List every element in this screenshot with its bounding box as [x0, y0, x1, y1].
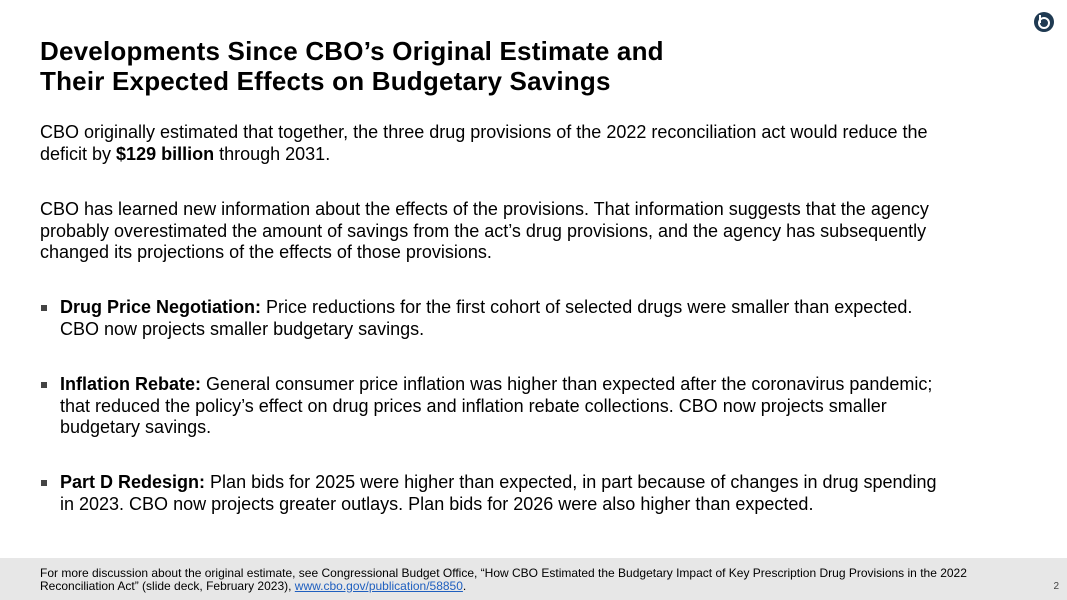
footnote: For more discussion about the original e… [40, 567, 1000, 592]
footer: For more discussion about the original e… [0, 558, 1067, 600]
emphasis: $129 billion [116, 143, 215, 164]
bullet: Part D Redesign: Plan bids for 2025 were… [41, 472, 940, 515]
bullet-text: Plan bids for 2025 were higher than expe… [60, 472, 937, 514]
bullet-label: Inflation Rebate: [60, 374, 202, 394]
title: Developments Since CBO’s Original Estima… [40, 36, 664, 96]
bullet: Inflation Rebate: General consumer price… [41, 374, 940, 439]
text: CBO has learned new information about th… [40, 199, 929, 262]
bullet: Drug Price Negotiation: Price reductions… [41, 297, 940, 340]
text: CBO originally estimated that together, … [40, 122, 928, 164]
footnote-link[interactable]: www.cbo.gov/publication/58850 [294, 578, 463, 593]
title-line: Developments Since CBO’s Original Estima… [40, 36, 664, 66]
footnote-text: For more discussion about the original e… [40, 566, 967, 593]
page-number: 2 [1053, 581, 1059, 592]
bullet-label: Drug Price Negotiation: [60, 297, 262, 317]
bullet-text: Price reductions for the first cohort of… [60, 297, 913, 339]
title-line: Their Expected Effects on Budgetary Savi… [40, 66, 611, 96]
text: through 2031. [214, 143, 331, 164]
footnote-end: . [462, 578, 467, 593]
paragraph: CBO has learned new information about th… [40, 199, 940, 264]
logo [1034, 12, 1054, 32]
paragraph: CBO originally estimated that together, … [40, 122, 940, 165]
bullet-label: Part D Redesign: [60, 472, 206, 492]
bullet-text: General consumer price inflation was hig… [60, 374, 933, 437]
